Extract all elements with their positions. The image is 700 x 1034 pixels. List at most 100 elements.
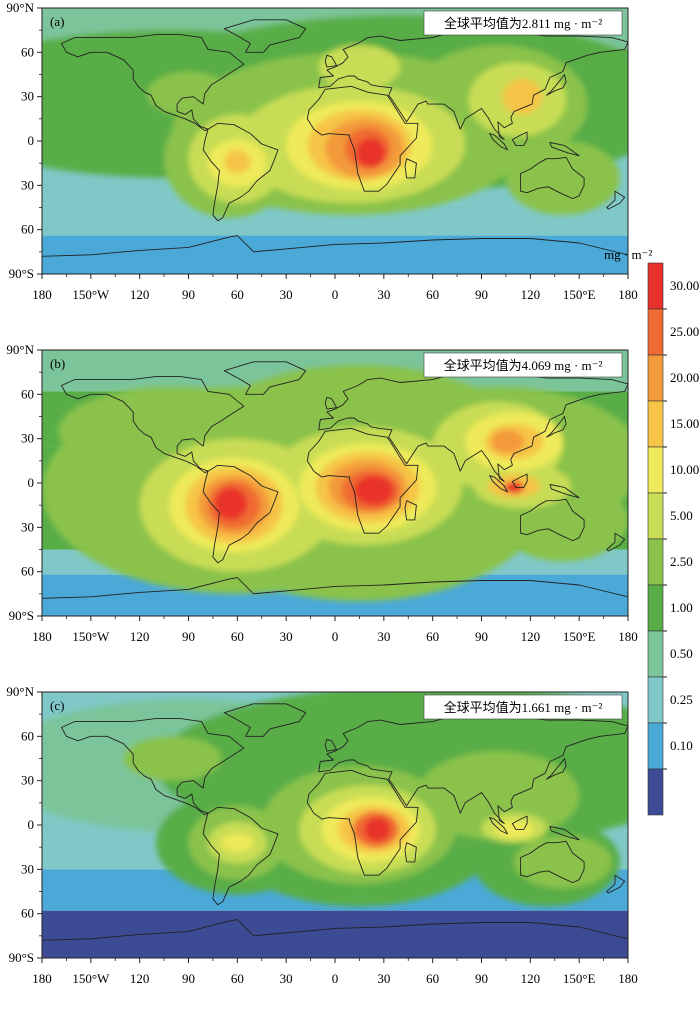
coastline-madagascar	[404, 500, 417, 521]
coastline-eurasia	[318, 368, 628, 482]
legend-swatch	[647, 676, 664, 724]
contour-region	[224, 149, 251, 174]
coastline-eurasia	[318, 26, 628, 140]
coastline-newguinea	[549, 826, 580, 841]
coastline-namerica	[61, 34, 245, 132]
concentration-field	[42, 8, 628, 274]
lon-label: 60	[231, 971, 244, 986]
coastline-uk	[324, 396, 338, 410]
coastline-borneo	[511, 815, 528, 830]
lon-label: 30	[377, 287, 390, 302]
coastline-africa	[306, 427, 419, 534]
coastline-namerica	[61, 376, 245, 474]
coastline-samerica	[202, 122, 279, 222]
map-a-svg: 90°N 60 30 0 30 60 90°S 180 150°W 120 90 60 30 0 30 60 9…	[6, 0, 637, 302]
lon-label: 30	[280, 971, 293, 986]
contour-region	[42, 104, 91, 164]
coastline-borneo	[511, 473, 528, 488]
coastline-greenland	[223, 19, 307, 53]
lat-label: 30	[21, 861, 34, 876]
concentration-field	[42, 692, 628, 958]
legend-level-label: 0.50	[670, 646, 693, 661]
lon-label: 30	[280, 629, 293, 644]
legend-swatch	[647, 584, 664, 632]
map-panel-c: 90°N 60 30 0 30 60 90°S 180 150°W 120 90 60 30 0 30 60 9…	[0, 684, 640, 1029]
legend-level-label: 0.25	[670, 692, 693, 707]
coastline-sumatra	[489, 133, 508, 151]
coastline-newzealand	[606, 190, 626, 210]
lon-label: 0	[332, 629, 339, 644]
contour-region	[356, 138, 386, 168]
lon-label: 150°W	[72, 287, 110, 302]
lat-label: 60	[21, 386, 34, 401]
map-panel-b: 90°N 60 30 0 30 60 90°S 180 150°W 120 90 60 30 0 30 60 9…	[0, 342, 640, 687]
lon-label: 120	[130, 287, 150, 302]
lon-label: 120	[130, 971, 150, 986]
legend-level-label: 30.00	[670, 278, 699, 293]
lon-label: 150°W	[72, 629, 110, 644]
lat-label: 30	[21, 89, 34, 104]
lon-label: 120	[521, 287, 541, 302]
coastline-madagascar	[404, 158, 417, 179]
coastline-samerica	[202, 806, 279, 906]
lon-label: 60	[426, 971, 439, 986]
legend-swatch	[647, 768, 664, 816]
lon-label: 60	[426, 287, 439, 302]
contour-region	[505, 141, 620, 215]
coastline-eurasia	[318, 710, 628, 824]
lon-label: 150°E	[563, 971, 596, 986]
lat-label: 60	[21, 906, 34, 921]
lat-label: 30	[21, 773, 34, 788]
lat-label: 90°N	[6, 684, 34, 699]
lat-label: 90°N	[6, 342, 34, 357]
coastline-newguinea	[549, 142, 580, 157]
legend-level-label: 25.00	[670, 324, 699, 339]
contour-region	[147, 71, 230, 116]
coastline-greenland	[223, 703, 307, 737]
legend-swatch	[647, 308, 664, 356]
coastlines	[42, 361, 628, 599]
legend-level-label: 1.00	[670, 600, 693, 615]
lon-label: 60	[231, 287, 244, 302]
legend-swatch	[647, 400, 664, 448]
global-mean-box	[423, 694, 623, 720]
contour-region	[491, 429, 524, 454]
coastline-japan	[546, 74, 567, 96]
global-mean-box	[423, 10, 623, 36]
contour-region	[514, 835, 612, 889]
lat-label: 0	[28, 133, 35, 148]
lon-label: 90	[475, 287, 488, 302]
concentration-field	[42, 350, 628, 616]
global-mean-box	[423, 352, 623, 378]
colorbar-svg: mg · m⁻² 30.00 25.00 20.00 15.00 10.00 5.00 2.5…	[604, 247, 699, 816]
contour-region	[364, 817, 391, 842]
map-c-svg: 90°N 60 30 0 30 60 90°S 180 150°W 120 90 60 30 0 30 60 9…	[6, 684, 637, 986]
coastline-sumatra	[489, 475, 508, 493]
legend-level-label: 10.00	[670, 462, 699, 477]
legend-swatch	[647, 446, 664, 494]
coastline-sumatra	[489, 817, 508, 835]
coastline-uk	[324, 54, 338, 68]
lon-label: 180	[32, 971, 52, 986]
coastline-africa	[306, 769, 419, 876]
coastline-africa	[306, 85, 419, 192]
lat-label: 0	[28, 475, 35, 490]
lat-label: 60	[21, 564, 34, 579]
global-mean-label: 全球平均值为1.661 mg · m⁻²	[444, 700, 603, 715]
lon-label: 90	[475, 971, 488, 986]
contour-band	[42, 910, 628, 958]
lon-label: 180	[618, 629, 638, 644]
lon-label: 30	[280, 287, 293, 302]
lat-label: 60	[21, 44, 34, 59]
contour-band	[42, 235, 628, 274]
contour-region	[504, 481, 524, 494]
lon-label: 60	[231, 629, 244, 644]
coastline-borneo	[511, 131, 528, 146]
coastline-japan	[546, 758, 567, 780]
legend-level-label: 0.10	[670, 738, 693, 753]
lat-label: 30	[21, 177, 34, 192]
coastlines	[42, 703, 628, 941]
legend-swatch	[647, 354, 664, 402]
legend-level-label: 5.00	[670, 508, 693, 523]
coastlines	[42, 19, 628, 257]
